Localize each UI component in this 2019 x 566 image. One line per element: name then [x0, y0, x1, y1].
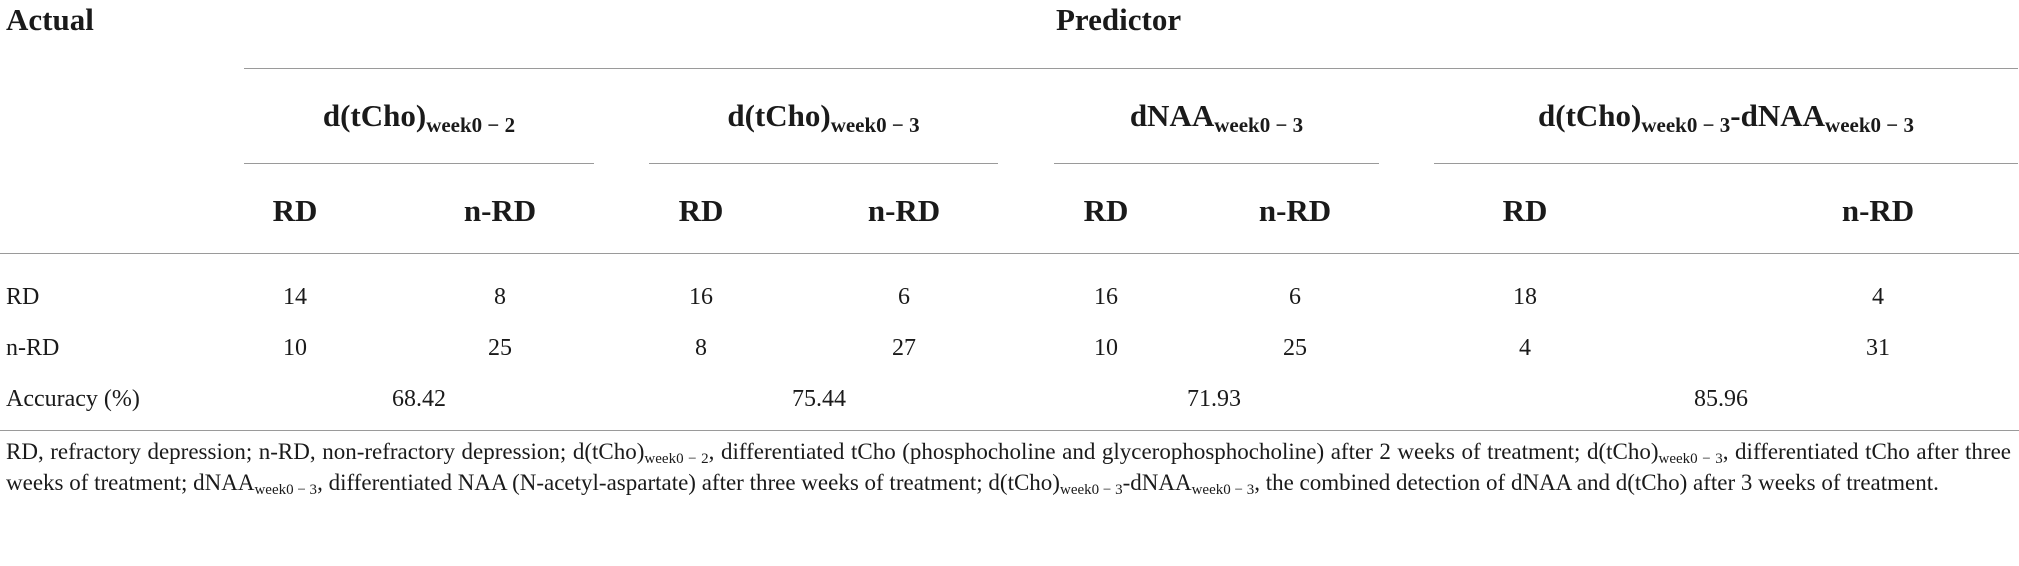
table-cell: 10 — [283, 335, 307, 361]
table-cell: 8 — [695, 335, 707, 361]
predictor-col-2: d(tCho)week0 − 3 — [649, 98, 998, 137]
subcol-nrd-4: n-RD — [1841, 193, 1915, 228]
footnote-sub: week0 − 3 — [1059, 482, 1123, 498]
predictor-4-main: d(tCho) — [1538, 98, 1642, 133]
subcol-rd-3: RD — [1083, 193, 1129, 228]
footnote-text: , differentiated NAA (N-acetyl-aspartate… — [317, 470, 1060, 495]
footnote-text: -dNAA — [1122, 470, 1192, 495]
predictor-1-main: d(tCho) — [322, 98, 427, 133]
footnote-text: , differentiated tCho (phosphocholine an… — [708, 439, 1659, 464]
predictor-col-1: d(tCho)week0 − 2 — [244, 98, 594, 137]
table-cell: 31 — [1866, 335, 1890, 361]
predictor-3-main: dNAA — [1129, 98, 1215, 133]
footnote-sub: week0 − 2 — [644, 451, 709, 467]
actual-header: Actual — [6, 2, 94, 37]
subcol-nrd-1: n-RD — [463, 193, 537, 228]
subcol-rd-2: RD — [678, 193, 724, 228]
footnote-text: RD, refractory depression; n-RD, non-ref… — [6, 439, 645, 464]
table-bottom-rule — [0, 430, 2019, 431]
table-cell: 27 — [892, 335, 916, 361]
accuracy-value-1: 68.42 — [392, 386, 446, 412]
footnote-text: , differentiated tCho after three weeks … — [6, 439, 2011, 495]
predictor-header: Predictor — [1056, 2, 1182, 37]
table-cell: 25 — [1283, 335, 1307, 361]
header-bottom-rule — [0, 253, 2019, 254]
table-cell: 6 — [1289, 284, 1301, 310]
predictor-4-tail-sub: week0 − 3 — [1825, 113, 1914, 137]
predictor-col-3: dNAAweek0 − 3 — [1054, 98, 1379, 137]
table-cell: 16 — [1094, 284, 1118, 310]
predictor-col-4: d(tCho)week0 − 3-dNAAweek0 − 3 — [1434, 98, 2018, 137]
table-cell: 10 — [1094, 335, 1118, 361]
subcol-rd-4: RD — [1502, 193, 1548, 228]
row-label-nrd: n-RD — [6, 335, 60, 361]
predictor-2-main: d(tCho) — [727, 98, 831, 133]
table-cell: 14 — [283, 284, 307, 310]
footnote-sub: week0 − 3 — [254, 482, 318, 498]
table-cell: 18 — [1513, 284, 1537, 310]
subcol-nrd-3: n-RD — [1258, 193, 1332, 228]
table-cell: 8 — [494, 284, 506, 310]
footnote-sub: week0 − 3 — [1658, 451, 1723, 467]
group-rule-1 — [244, 163, 594, 164]
table-cell: 4 — [1872, 284, 1884, 310]
accuracy-value-4: 85.96 — [1694, 386, 1748, 412]
table-cell: 25 — [488, 335, 512, 361]
group-rule-3 — [1054, 163, 1379, 164]
predictor-1-sub: week0 − 2 — [426, 113, 516, 137]
accuracy-value-2: 75.44 — [792, 386, 846, 412]
row-label-accuracy: Accuracy (%) — [6, 386, 140, 412]
accuracy-value-3: 71.93 — [1187, 386, 1241, 412]
subcol-nrd-2: n-RD — [867, 193, 941, 228]
predictor-3-sub: week0 − 3 — [1214, 113, 1304, 137]
table-cell: 4 — [1519, 335, 1531, 361]
footnote-text: , the combined detection of dNAA and d(t… — [1254, 470, 1939, 495]
predictor-4-tail-main: -dNAA — [1730, 98, 1826, 133]
row-label-rd: RD — [6, 284, 40, 310]
group-rule-4 — [1434, 163, 2018, 164]
predictor-4-sub: week0 − 3 — [1641, 113, 1731, 137]
subcol-rd-1: RD — [272, 193, 318, 228]
group-rule-2 — [649, 163, 998, 164]
table-cell: 16 — [689, 284, 713, 310]
table-footnote: RD, refractory depression; n-RD, non-ref… — [6, 436, 2011, 498]
table-cell: 6 — [898, 284, 910, 310]
predictor-rule — [244, 68, 2018, 69]
footnote-sub: week0 − 3 — [1191, 482, 1255, 498]
predictor-2-sub: week0 − 3 — [830, 113, 920, 137]
